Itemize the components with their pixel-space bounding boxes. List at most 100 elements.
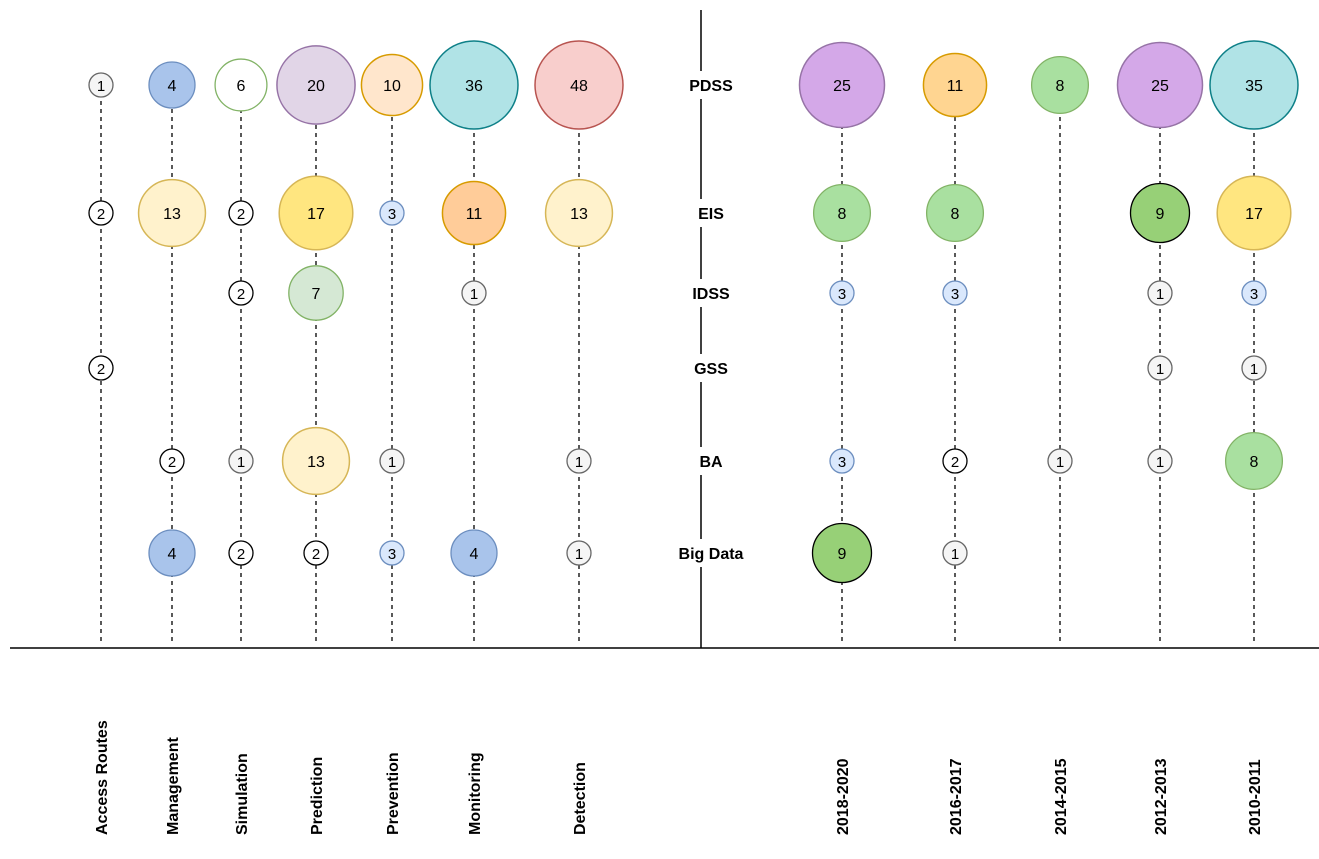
bubble-circle bbox=[1241, 280, 1267, 306]
bubble-value: 2 bbox=[237, 206, 245, 223]
bubble-circle bbox=[829, 448, 855, 474]
bubble-value: 3 bbox=[388, 546, 396, 563]
bubble-access-routes-gss: 2 bbox=[88, 355, 114, 381]
row-label-backing bbox=[687, 354, 735, 382]
column-label-2010-2011: 2010-2011 bbox=[1247, 759, 1264, 835]
bubble-value: 4 bbox=[168, 546, 177, 563]
bubble-circle bbox=[1209, 40, 1299, 130]
row-label-idss: IDSS bbox=[682, 279, 740, 307]
row-label-text: IDSS bbox=[692, 286, 730, 303]
row-label-backing bbox=[682, 71, 740, 99]
bubble-management-eis: 13 bbox=[137, 178, 207, 248]
row-labels: PDSS EIS IDSS GSS BA Big Data bbox=[662, 71, 760, 567]
column-labels: Access Routes Management Simulation Predict… bbox=[94, 720, 1264, 835]
bubble-circle bbox=[829, 280, 855, 306]
bubble-value: 6 bbox=[237, 78, 246, 95]
bubble-detection-big-data: 1 bbox=[566, 540, 592, 566]
column-label-monitoring: Monitoring bbox=[467, 752, 484, 835]
bubble-circle bbox=[88, 355, 114, 381]
bubble-2010-2011-idss: 3 bbox=[1241, 280, 1267, 306]
row-label-text: Big Data bbox=[679, 546, 744, 563]
row-label-gss: GSS bbox=[687, 354, 735, 382]
bubble-2010-2011-eis: 17 bbox=[1216, 175, 1292, 251]
bubble-value: 1 bbox=[1156, 454, 1164, 471]
bubble-2014-2015-pdss: 8 bbox=[1030, 55, 1090, 115]
bubble-2016-2017-big-data: 1 bbox=[942, 540, 968, 566]
column-label-simulation: Simulation bbox=[234, 753, 251, 835]
bubble-value: 25 bbox=[1151, 78, 1169, 95]
bubble-simulation-ba: 1 bbox=[228, 448, 254, 474]
bubble-value: 25 bbox=[833, 78, 851, 95]
bubble-circle bbox=[228, 280, 254, 306]
bubble-2018-2020-eis: 8 bbox=[812, 183, 872, 243]
bubble-circle bbox=[379, 540, 405, 566]
bubble-circle bbox=[228, 448, 254, 474]
bubble-value: 3 bbox=[951, 286, 959, 303]
bubble-value: 1 bbox=[575, 454, 583, 471]
bubble-value: 3 bbox=[838, 454, 846, 471]
bubble-value: 2 bbox=[312, 546, 320, 563]
bubble-value: 9 bbox=[838, 546, 847, 563]
bubble-value: 1 bbox=[575, 546, 583, 563]
bubble-2016-2017-ba: 2 bbox=[942, 448, 968, 474]
bubble-circle bbox=[1147, 280, 1173, 306]
column-label-detection: Detection bbox=[572, 762, 589, 835]
bubble-value: 17 bbox=[307, 206, 325, 223]
bubble-value: 1 bbox=[470, 286, 478, 303]
row-label-ba: BA bbox=[692, 447, 730, 475]
bubble-2010-2011-pdss: 35 bbox=[1209, 40, 1299, 130]
bubble-circle bbox=[159, 448, 185, 474]
bubble-2016-2017-idss: 3 bbox=[942, 280, 968, 306]
bubble-value: 1 bbox=[388, 454, 396, 471]
bubble-circle bbox=[228, 200, 254, 226]
bubble-value: 13 bbox=[163, 206, 181, 223]
bubble-detection-ba: 1 bbox=[566, 448, 592, 474]
bubble-monitoring-idss: 1 bbox=[461, 280, 487, 306]
bubble-management-pdss: 4 bbox=[148, 61, 196, 109]
row-label-pdss: PDSS bbox=[682, 71, 740, 99]
column-label-prediction: Prediction bbox=[309, 757, 326, 835]
bubble-monitoring-eis: 11 bbox=[441, 180, 507, 246]
bubble-circle bbox=[1147, 355, 1173, 381]
bubble-2016-2017-eis: 8 bbox=[925, 183, 985, 243]
bubble-value: 2 bbox=[97, 361, 105, 378]
bubble-value: 2 bbox=[168, 454, 176, 471]
bubble-circle bbox=[1129, 182, 1191, 244]
bubble-circle bbox=[228, 540, 254, 566]
bubble-circle bbox=[942, 448, 968, 474]
bubble-circle bbox=[922, 52, 988, 118]
column-label-access-routes: Access Routes bbox=[94, 720, 111, 835]
bubble-prevention-big-data: 3 bbox=[379, 540, 405, 566]
bubble-circle bbox=[429, 40, 519, 130]
bubble-circle bbox=[942, 540, 968, 566]
bubble-circle bbox=[360, 53, 424, 117]
bubble-circle bbox=[276, 45, 356, 125]
bubble-monitoring-pdss: 36 bbox=[429, 40, 519, 130]
bubble-detection-pdss: 48 bbox=[534, 40, 624, 130]
bubble-2018-2020-pdss: 25 bbox=[798, 41, 886, 129]
row-label-text: PDSS bbox=[689, 78, 733, 95]
bubble-value: 8 bbox=[951, 206, 960, 223]
bubble-2018-2020-ba: 3 bbox=[829, 448, 855, 474]
bubble-circle bbox=[812, 183, 872, 243]
bubble-access-routes-pdss: 1 bbox=[88, 72, 114, 98]
row-label-text: EIS bbox=[698, 206, 724, 223]
bubble-access-routes-eis: 2 bbox=[88, 200, 114, 226]
bubble-circle bbox=[148, 529, 196, 577]
bubble-value: 1 bbox=[1156, 361, 1164, 378]
row-label-eis: EIS bbox=[687, 199, 735, 227]
row-label-text: GSS bbox=[694, 361, 728, 378]
row-label-backing bbox=[687, 199, 735, 227]
row-label-backing bbox=[662, 539, 760, 567]
bubble-2018-2020-big-data: 9 bbox=[811, 522, 873, 584]
bubble-value: 1 bbox=[1250, 361, 1258, 378]
bubble-circle bbox=[1241, 355, 1267, 381]
row-label-big-data: Big Data bbox=[662, 539, 760, 567]
bubble-value: 3 bbox=[388, 206, 396, 223]
bubble-value: 10 bbox=[383, 78, 401, 95]
bubble-detection-eis: 13 bbox=[544, 178, 614, 248]
bubble-2012-2013-pdss: 25 bbox=[1116, 41, 1204, 129]
bubble-value: 20 bbox=[307, 78, 325, 95]
bubble-value: 2 bbox=[951, 454, 959, 471]
